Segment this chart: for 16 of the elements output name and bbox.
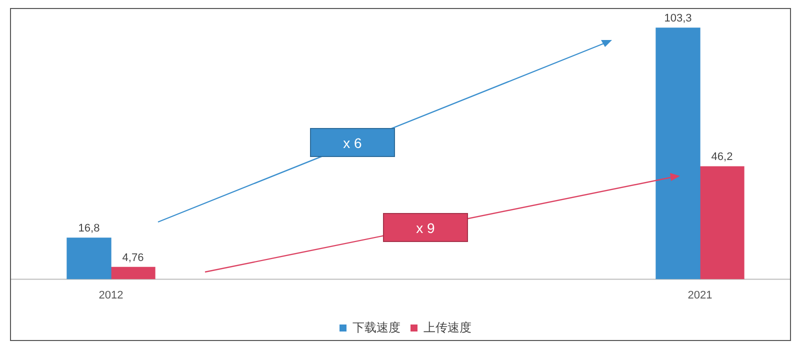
x-tick-label: 2021 [688,289,712,302]
bar [110,266,156,280]
tag: x 9 [383,213,468,242]
x-tick-label: 2012 [98,289,124,302]
bar [656,28,700,280]
data-label: 46,2 [711,151,733,164]
annotation: x 6 [343,135,362,151]
legend-label: 下载速度 [352,320,400,334]
bar [66,238,112,280]
data-label: 103,3 [664,12,692,25]
data-label: 4,76 [122,252,144,264]
tag: x 6 [310,128,395,157]
legend-label: 上传速度 [424,320,472,334]
data-label: 16,8 [78,222,100,235]
bar [700,166,744,280]
annotation: x 9 [416,220,435,236]
